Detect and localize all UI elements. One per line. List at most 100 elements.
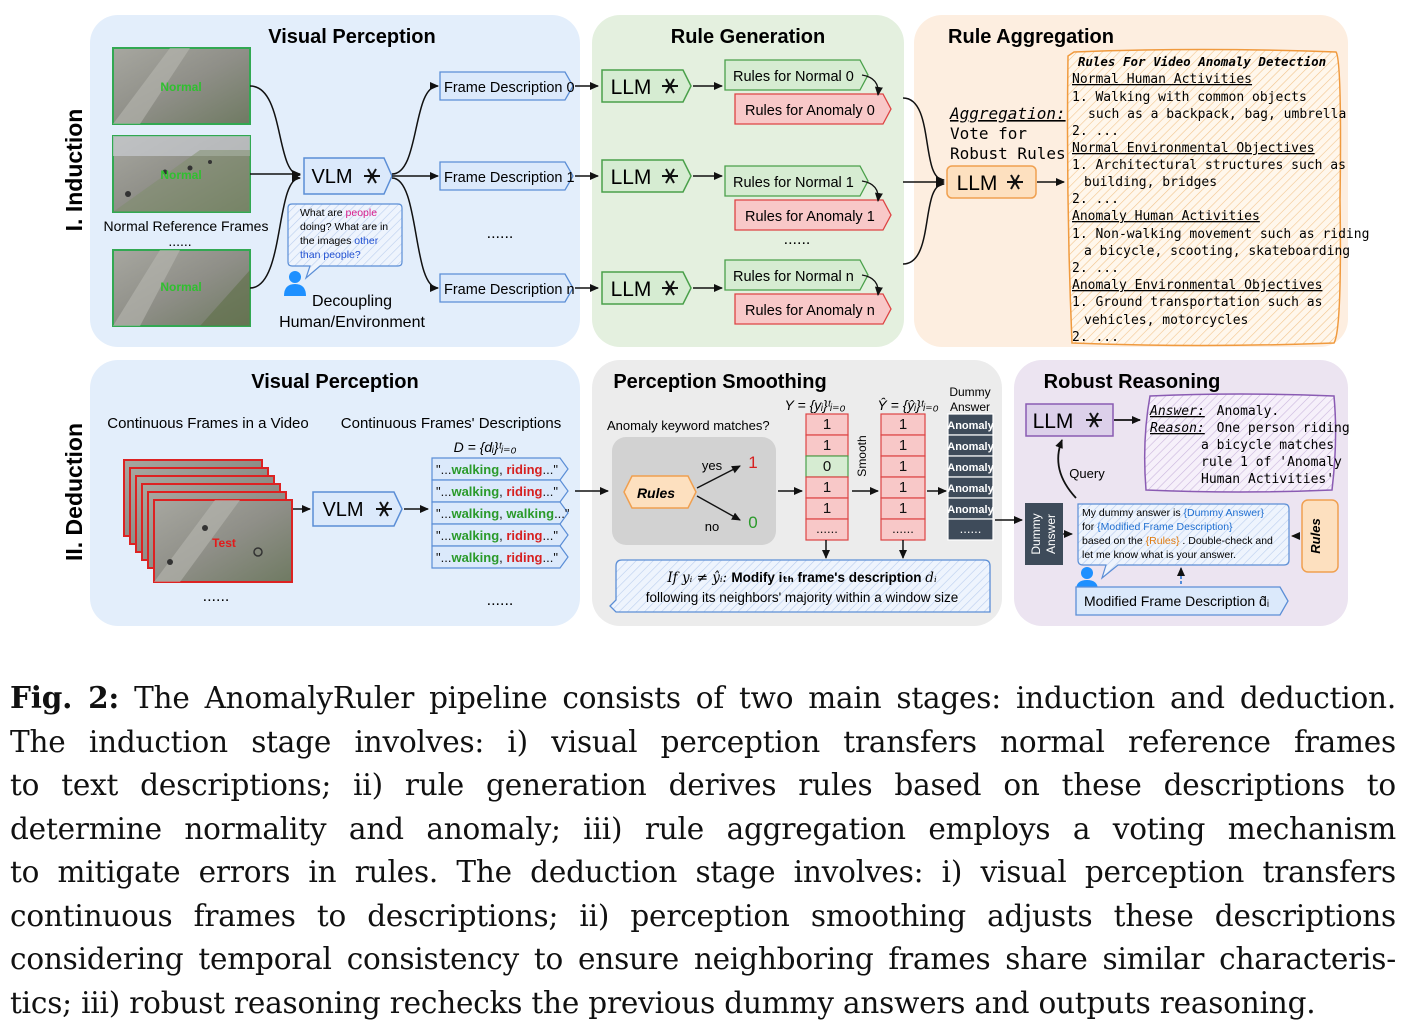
- svg-text:0: 0: [823, 458, 831, 475]
- svg-text:Anomaly Environmental Objectiv: Anomaly Environmental Objectives: [1072, 278, 1322, 293]
- svg-text:......: ......: [892, 521, 914, 536]
- svg-text:building, bridges: building, bridges: [1084, 175, 1217, 190]
- y-equation: Y = {yᵢ}ᵗᵢ₌₀: [785, 397, 846, 413]
- llm-box-1: LLM: [601, 159, 692, 193]
- llm-box-reasoning: LLM: [1025, 403, 1114, 437]
- rules-normal-0: Rules for Normal 0: [724, 59, 869, 91]
- modify-note: If yᵢ ≠ ŷᵢ: Modify iₜₕ frame's descripti…: [609, 559, 991, 613]
- svg-text:What are people: What are people: [300, 207, 377, 219]
- arrow: [696, 465, 741, 489]
- svg-text:......: ......: [816, 521, 838, 536]
- svg-text:based on the {Rules}: based on the {Rules} . Double-check and: [1082, 535, 1273, 547]
- title-robust-reasoning: Robust Reasoning: [1044, 371, 1221, 393]
- svg-text:Rules: Rules: [1308, 518, 1323, 553]
- llm-box-n: LLM: [601, 271, 692, 305]
- caption-line: determine normality and anomaly; iii) ru…: [10, 811, 1396, 846]
- y-cell: 1: [805, 434, 849, 457]
- caption-line: to mitigate errors in rules. The deducti…: [10, 855, 1396, 889]
- yhat-cell: 1: [880, 455, 926, 478]
- yes-label: yes: [702, 458, 723, 473]
- no-label: no: [705, 519, 719, 534]
- svg-text:Anomaly Human Activities: Anomaly Human Activities: [1072, 209, 1260, 224]
- yhat-cell: 1: [880, 434, 926, 457]
- svg-text:Rules For Video Anomaly Detect: Rules For Video Anomaly Detection: [1078, 54, 1326, 69]
- answer-box: Answer: Anomaly. Reason: One person ridi…: [1143, 393, 1350, 493]
- y-cell-ellipsis: ......: [805, 518, 849, 541]
- frames-caption: Normal Reference Frames: [104, 218, 269, 234]
- y-cell: 1: [805, 413, 849, 436]
- yhat-column: 1 1 1 1 1......: [880, 413, 926, 541]
- y-column: 1 1 0 1 1......: [805, 413, 849, 541]
- modified-frame-description: Modified Frame Description d̂ᵢ: [1075, 586, 1289, 616]
- query-label: Query: [1069, 466, 1105, 481]
- svg-text:Anomaly: Anomaly: [947, 441, 994, 453]
- svg-text:"...walking, riding...": "...walking, riding...": [436, 462, 558, 477]
- decoupling-label: Human/Environment: [279, 314, 425, 331]
- rules-anomaly-1: Rules for Anomaly 1: [734, 199, 892, 231]
- rules-document: Rules For Video Anomaly Detection Normal…: [1066, 48, 1369, 347]
- svg-text:LLM: LLM: [957, 172, 998, 195]
- normal-frame-2: Normal: [112, 135, 251, 213]
- svg-text:Rules for Normal 1: Rules for Normal 1: [733, 175, 854, 191]
- svg-text:vehicles, motorcycles: vehicles, motorcycles: [1084, 313, 1248, 328]
- vote-label: Vote for: [950, 124, 1027, 143]
- caption-line: The induction stage involves: i) visual …: [10, 724, 1396, 759]
- title-rule-generation: Rule Generation: [671, 26, 825, 48]
- caption-line: tics; iii) robust reasoning rechecks the…: [10, 985, 1316, 1020]
- description-stack: "...walking, riding..." "...walking, ridi…: [431, 457, 570, 569]
- svg-text:1: 1: [899, 437, 907, 454]
- svg-text:1. Architectural structures su: 1. Architectural structures such as: [1072, 158, 1346, 173]
- svg-text:"...walking, riding...": "...walking, riding...": [436, 484, 558, 499]
- svg-text:1: 1: [823, 416, 831, 433]
- desc-stack-ellipsis: ......: [487, 592, 514, 609]
- row-label-induction: I. Induction: [61, 109, 87, 232]
- arrow: [696, 495, 741, 521]
- dummy-cell-ellipsis: ......: [947, 518, 994, 541]
- yhat-cell: 1: [880, 413, 926, 436]
- smooth-label: Smooth: [855, 435, 869, 476]
- arrow: [861, 274, 883, 296]
- svg-text:rule 1 of 'Anomaly: rule 1 of 'Anomaly: [1201, 455, 1342, 470]
- svg-text:a bicycle matches: a bicycle matches: [1201, 438, 1334, 453]
- llm-box-aggregation: LLM: [946, 165, 1037, 199]
- rules-tag-reasoning: Rules: [1301, 499, 1339, 573]
- svg-text:Rules for Anomaly n: Rules for Anomaly n: [745, 303, 875, 319]
- svg-text:LLM: LLM: [611, 278, 652, 301]
- title-visual-perception: Visual Perception: [268, 26, 435, 48]
- svg-text:following its neighbors' major: following its neighbors' majority within…: [646, 590, 958, 605]
- description-item: "...walking, riding...": [431, 457, 569, 481]
- yhat-cell: 1: [880, 476, 926, 499]
- dummy-cell: Anomaly: [947, 413, 995, 436]
- vlm-box-induction: VLM: [303, 157, 393, 195]
- arrow: [861, 180, 883, 202]
- frame-description-0: Frame Description 0: [439, 71, 575, 101]
- svg-text:1: 1: [823, 479, 831, 496]
- svg-text:a bicycle, scooting, skateboar: a bicycle, scooting, skateboarding: [1084, 244, 1350, 259]
- description-item: "...walking, walking...": [431, 501, 570, 525]
- rules-normal-n: Rules for Normal n: [724, 259, 869, 291]
- row-label-deduction: II. Deduction: [61, 423, 87, 561]
- test-frame-front: Test: [153, 499, 293, 583]
- pipeline-diagram: I. Induction II. Deduction Visual Percep…: [61, 15, 1369, 626]
- svg-text:My dummy answer is {Dum: My dummy answer is {Dummy Answer}: [1082, 507, 1265, 519]
- reasoning-prompt-bubble: My dummy answer is {Dummy Answer} for {M…: [1077, 503, 1290, 580]
- svg-text:for {Modified Frame Des: for {Modified Frame Description}: [1082, 521, 1233, 533]
- figure-caption: Fig. 2: The AnomalyRuler pipeline consis…: [10, 676, 1396, 1025]
- svg-text:Frame Description 0: Frame Description 0: [444, 80, 575, 96]
- prompt-bubble: What are people doing? What are in the i…: [287, 203, 403, 280]
- svg-text:Rules: Rules: [637, 485, 675, 501]
- frame-label: Normal: [160, 80, 201, 94]
- description-item: "...walking, riding...": [431, 545, 569, 569]
- svg-text:Normal Human Activities: Normal Human Activities: [1072, 72, 1252, 87]
- svg-text:Rules for Anomaly 0: Rules for Anomaly 0: [745, 103, 875, 119]
- frame-description-n: Frame Description n: [439, 273, 575, 303]
- svg-text:"...walking, riding...": "...walking, riding...": [436, 528, 558, 543]
- arrow: [391, 82, 439, 175]
- svg-text:......: ......: [960, 521, 982, 536]
- yes-value: 1: [748, 453, 757, 472]
- caption-line: The AnomalyRuler pipeline consists of tw…: [119, 681, 1396, 715]
- svg-text:Reason: One person ridin: Reason: One person riding: [1150, 421, 1350, 436]
- dummy-header: Dummy: [949, 385, 990, 399]
- svg-text:Anomaly: Anomaly: [947, 483, 994, 495]
- svg-text:Normal Environmental Objective: Normal Environmental Objectives: [1072, 141, 1315, 156]
